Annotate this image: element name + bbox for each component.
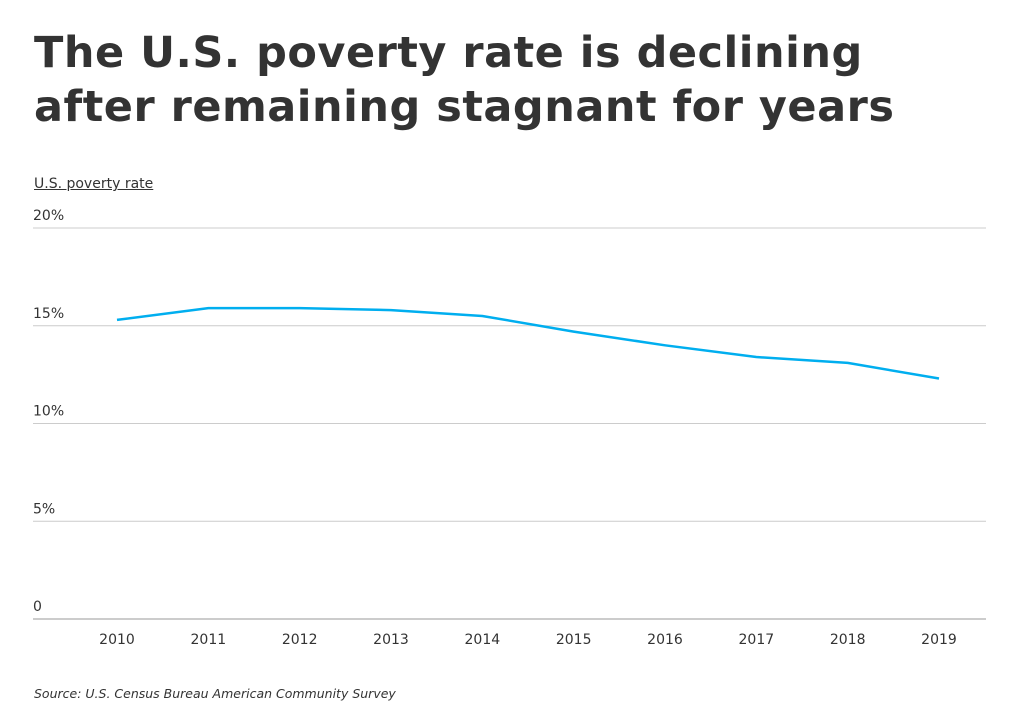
- y-tick-label: 5%: [33, 501, 55, 517]
- y-tick-label: 20%: [33, 208, 64, 224]
- x-tick-label: 2014: [465, 632, 501, 648]
- series-line: [116, 306, 940, 380]
- x-tick-label: 2015: [556, 632, 592, 648]
- x-tick-label: 2016: [647, 632, 683, 648]
- y-tick-label: 0: [33, 599, 42, 615]
- x-tick-label: 2013: [373, 632, 409, 648]
- y-axis-label: U.S. poverty rate: [34, 176, 154, 192]
- x-tick-label: 2018: [830, 632, 866, 648]
- y-tick-label: 10%: [33, 404, 64, 420]
- x-tick-label: 2019: [921, 632, 957, 648]
- x-tick-label: 2010: [99, 632, 135, 648]
- chart-title: The U.S. poverty rate is declining after…: [34, 28, 895, 132]
- x-tick-label: 2012: [282, 632, 318, 648]
- y-tick-label: 15%: [33, 306, 64, 322]
- source-note: Source: U.S. Census Bureau American Comm…: [34, 686, 396, 701]
- x-tick-label: 2011: [191, 632, 227, 648]
- x-tick-label: 2017: [739, 632, 775, 648]
